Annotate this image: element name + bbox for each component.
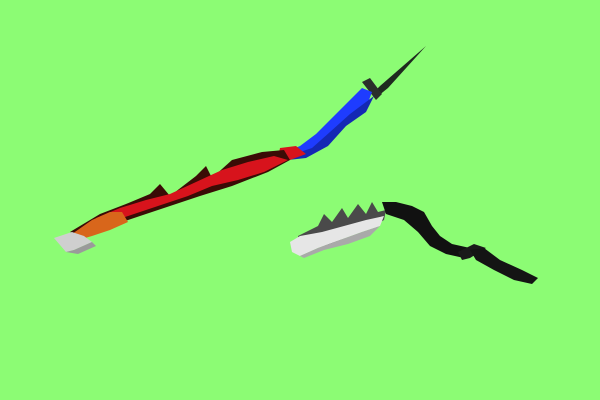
- blade-twist-blue: [286, 88, 372, 156]
- grey-blade-shade: [292, 226, 380, 258]
- grey-blade-face: [290, 216, 384, 256]
- grey-blade-twist: [382, 202, 478, 258]
- blade-tip: [372, 46, 426, 96]
- blade-guard: [362, 78, 382, 100]
- blade-body-orange: [72, 212, 128, 240]
- blade-handle: [54, 232, 92, 252]
- blade-handle-shade: [66, 242, 96, 254]
- grey-serrated-blade: [290, 202, 538, 284]
- colored-serrated-blade: [54, 46, 426, 254]
- grey-blade-handle: [470, 248, 538, 284]
- blade-body-red: [96, 156, 288, 226]
